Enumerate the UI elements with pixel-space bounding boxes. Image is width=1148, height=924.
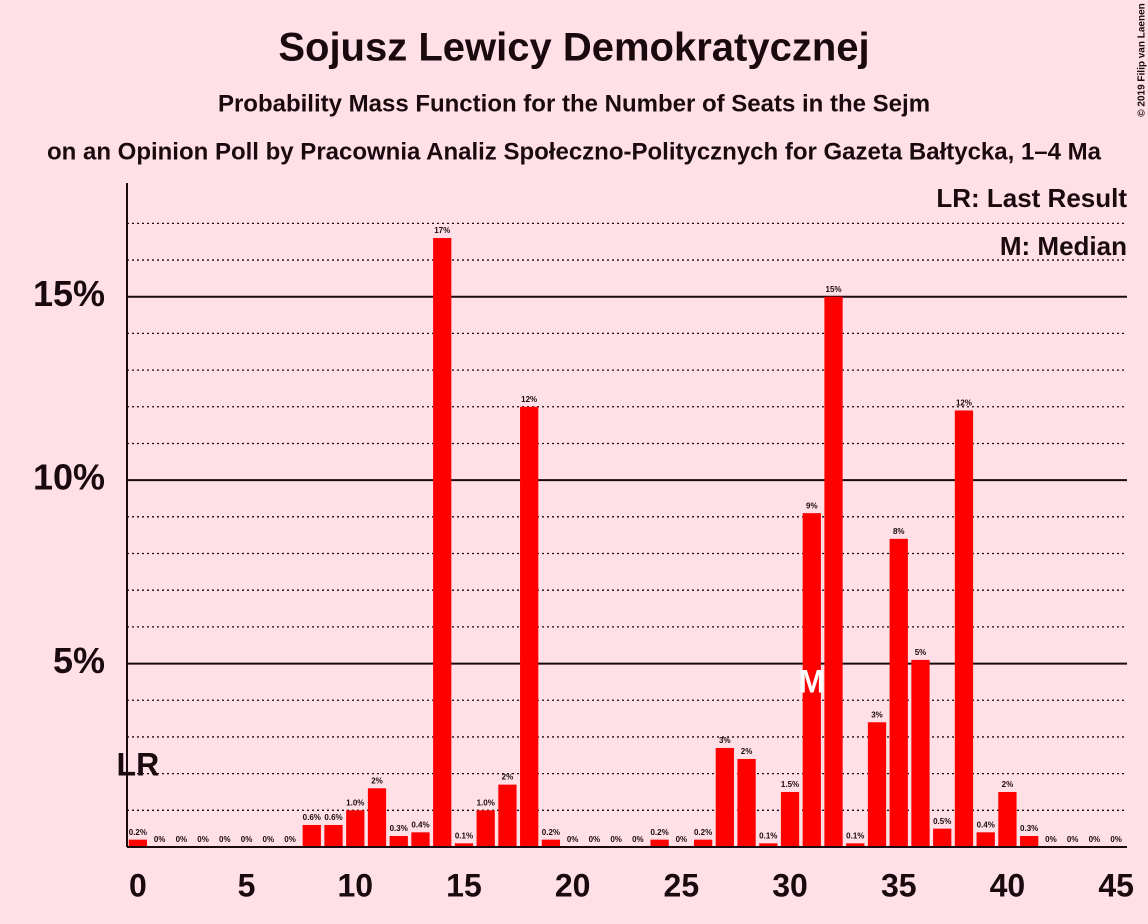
x-tick-label: 5 bbox=[238, 867, 256, 903]
bar bbox=[802, 513, 821, 847]
bar bbox=[824, 296, 843, 847]
bar bbox=[976, 832, 995, 847]
bar bbox=[780, 791, 800, 847]
x-tick-label: 45 bbox=[1098, 867, 1134, 903]
value-label: 12% bbox=[521, 395, 537, 404]
value-label: 0% bbox=[284, 835, 296, 844]
value-label: 0.3% bbox=[1020, 824, 1038, 833]
median-label: M bbox=[798, 663, 825, 699]
value-label: 12% bbox=[956, 399, 972, 408]
value-label: 0.2% bbox=[694, 828, 712, 837]
x-tick-label: 40 bbox=[990, 867, 1026, 903]
value-label: 0% bbox=[1110, 835, 1122, 844]
value-label: 0.1% bbox=[759, 831, 777, 840]
bar bbox=[759, 843, 778, 847]
value-label: 2% bbox=[371, 776, 383, 785]
bar bbox=[520, 406, 539, 847]
last-result-label: LR bbox=[117, 746, 160, 782]
x-tick-label: 30 bbox=[772, 867, 808, 903]
y-tick-label: 10% bbox=[33, 457, 105, 498]
bar bbox=[1020, 835, 1039, 847]
value-label: 0.1% bbox=[455, 831, 473, 840]
bar bbox=[998, 791, 1017, 847]
x-tick-label: 10 bbox=[337, 867, 373, 903]
value-label: 2% bbox=[741, 747, 753, 756]
value-label: 0% bbox=[632, 835, 644, 844]
value-label: 15% bbox=[826, 285, 842, 294]
value-label: 0% bbox=[263, 835, 275, 844]
bar bbox=[954, 410, 974, 847]
legend-entry: M: Median bbox=[1000, 231, 1127, 261]
value-label: 0% bbox=[1067, 835, 1079, 844]
value-label: 0.2% bbox=[650, 828, 668, 837]
bar bbox=[128, 839, 147, 847]
value-label: 17% bbox=[434, 226, 450, 235]
value-label: 2% bbox=[502, 773, 514, 782]
value-label: 0% bbox=[176, 835, 188, 844]
x-tick-label: 25 bbox=[664, 867, 700, 903]
chart-title: Sojusz Lewicy Demokratycznej bbox=[278, 26, 869, 70]
value-label: 8% bbox=[893, 527, 905, 536]
bar bbox=[411, 832, 430, 847]
value-label: 0.5% bbox=[933, 817, 951, 826]
bar bbox=[715, 747, 734, 847]
value-label: 3% bbox=[871, 710, 883, 719]
value-label: 0% bbox=[589, 835, 601, 844]
bar bbox=[498, 784, 517, 847]
bar bbox=[541, 839, 561, 847]
value-label: 1.0% bbox=[477, 798, 495, 807]
y-tick-label: 5% bbox=[53, 640, 105, 681]
x-tick-label: 20 bbox=[555, 867, 591, 903]
value-label: 0.6% bbox=[324, 813, 342, 822]
y-tick-label: 15% bbox=[33, 273, 105, 314]
chart-caption: on an Opinion Poll by Pracownia Analiz S… bbox=[47, 138, 1102, 165]
copyright: © 2019 Filip van Laenen bbox=[1137, 3, 1148, 117]
bar bbox=[389, 835, 408, 847]
value-label: 0% bbox=[241, 835, 253, 844]
bar bbox=[367, 788, 387, 847]
bar bbox=[867, 722, 887, 847]
x-tick-label: 15 bbox=[446, 867, 482, 903]
value-label: 0% bbox=[676, 835, 688, 844]
value-label: 5% bbox=[915, 648, 927, 657]
value-label: 0% bbox=[219, 835, 231, 844]
value-label: 0.3% bbox=[390, 824, 408, 833]
bar bbox=[650, 839, 669, 847]
value-label: 2% bbox=[1002, 780, 1014, 789]
bar bbox=[911, 659, 930, 847]
value-label: 0% bbox=[197, 835, 209, 844]
x-tick-label: 35 bbox=[881, 867, 917, 903]
value-label: 1.0% bbox=[346, 798, 364, 807]
value-label: 3% bbox=[719, 736, 731, 745]
value-label: 0% bbox=[1045, 835, 1057, 844]
value-label: 0.1% bbox=[846, 831, 864, 840]
bar bbox=[476, 810, 495, 847]
value-label: 9% bbox=[806, 501, 818, 510]
value-label: 0.4% bbox=[977, 820, 995, 829]
bar bbox=[693, 839, 713, 847]
value-label: 1.5% bbox=[781, 780, 799, 789]
bar bbox=[846, 843, 865, 847]
bar bbox=[889, 538, 908, 847]
x-tick-label: 0 bbox=[129, 867, 147, 903]
value-label: 0.6% bbox=[303, 813, 321, 822]
legend-entry: LR: Last Result bbox=[936, 183, 1127, 213]
value-label: 0.2% bbox=[129, 828, 147, 837]
bar bbox=[346, 810, 365, 847]
value-label: 0% bbox=[1089, 835, 1101, 844]
value-label: 0% bbox=[567, 835, 579, 844]
bar bbox=[433, 238, 452, 848]
value-label: 0% bbox=[154, 835, 166, 844]
bar bbox=[454, 843, 474, 847]
value-label: 0.2% bbox=[542, 828, 560, 837]
bar bbox=[933, 828, 952, 847]
bar bbox=[737, 758, 756, 847]
value-label: 0% bbox=[610, 835, 622, 844]
value-label: 0.4% bbox=[411, 820, 429, 829]
bar bbox=[324, 824, 343, 847]
chart-subtitle: Probability Mass Function for the Number… bbox=[218, 90, 930, 117]
bar bbox=[302, 824, 321, 847]
